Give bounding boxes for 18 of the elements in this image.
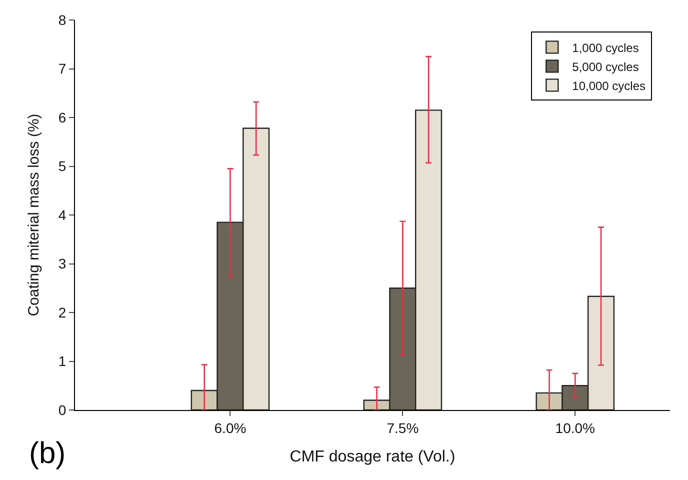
x-tick-label: 7.5%: [386, 420, 419, 436]
y-axis-title: Coating miterial mass loss (%): [26, 114, 43, 316]
y-tick-label: 1: [58, 353, 66, 370]
y-tick-label: 8: [58, 12, 66, 28]
y-tick-label: 5: [58, 158, 66, 174]
legend-label: 10,000 cycles: [572, 78, 646, 93]
text: (b): [29, 437, 66, 470]
y-tick-label: 3: [58, 256, 66, 272]
y-tick-label: 0: [58, 402, 66, 418]
x-axis-title: CMF dosage rate (Vol.): [290, 448, 456, 466]
y-tick-label: 7: [58, 60, 66, 77]
x-tick-label: 6.0%: [214, 420, 246, 436]
legend-label: 5,000 cycles: [572, 60, 639, 74]
y-tick-label: 6: [58, 109, 66, 126]
x-tick-label: 10.0%: [555, 420, 595, 436]
y-tick-label: 4: [58, 206, 66, 223]
y-tick-label: 2: [58, 304, 66, 320]
legend-label: 1,000 cycles: [572, 40, 639, 55]
